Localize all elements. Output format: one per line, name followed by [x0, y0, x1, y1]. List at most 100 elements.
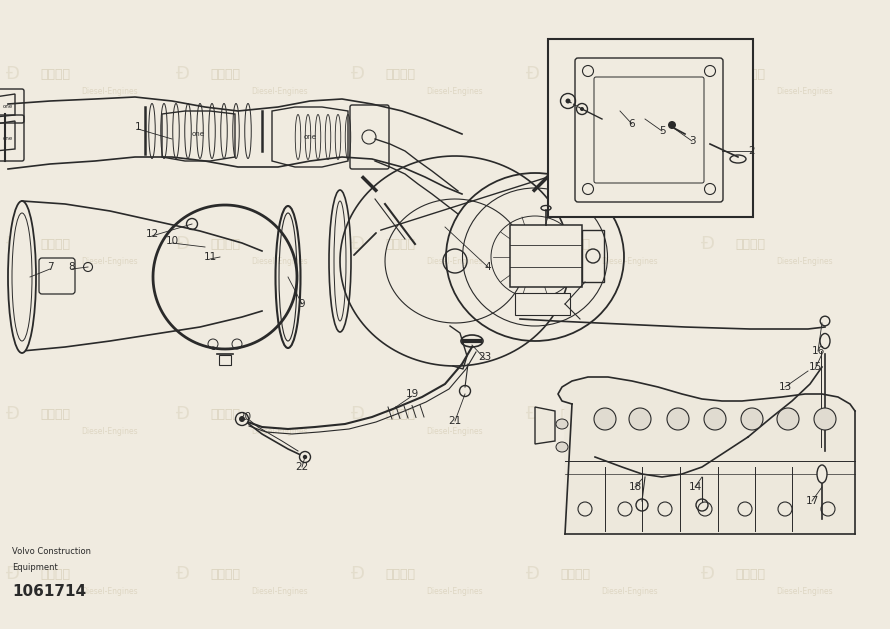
- Text: one: one: [3, 136, 13, 142]
- Text: 紫发动力: 紫发动力: [40, 567, 70, 581]
- FancyBboxPatch shape: [39, 258, 75, 294]
- Text: 紫发动力: 紫发动力: [735, 408, 765, 421]
- Text: Ð: Ð: [6, 565, 20, 583]
- Text: 9: 9: [299, 299, 305, 309]
- Ellipse shape: [820, 333, 830, 348]
- Text: Ð: Ð: [351, 235, 365, 253]
- Text: Ð: Ð: [526, 65, 540, 83]
- Circle shape: [300, 452, 311, 462]
- Text: one: one: [3, 104, 13, 109]
- Text: one: one: [191, 131, 205, 137]
- Text: Ð: Ð: [6, 65, 20, 83]
- Text: 3: 3: [689, 136, 695, 146]
- Ellipse shape: [8, 201, 36, 353]
- Text: Ð: Ð: [701, 565, 715, 583]
- Text: 20: 20: [239, 412, 252, 422]
- Text: 12: 12: [145, 229, 158, 239]
- Text: 23: 23: [479, 352, 491, 362]
- Text: Ð: Ð: [701, 405, 715, 423]
- Text: 紫发动力: 紫发动力: [385, 408, 415, 421]
- Text: 紫发动力: 紫发动力: [735, 238, 765, 250]
- Text: 紫发动力: 紫发动力: [385, 567, 415, 581]
- Text: Ð: Ð: [351, 65, 365, 83]
- Text: 紫发动力: 紫发动力: [560, 67, 590, 81]
- Circle shape: [667, 408, 689, 430]
- Text: Ð: Ð: [526, 405, 540, 423]
- Text: Ð: Ð: [351, 565, 365, 583]
- Text: 紫发动力: 紫发动力: [560, 408, 590, 421]
- Text: Diesel-Engines: Diesel-Engines: [426, 587, 483, 596]
- Bar: [510, 225, 582, 287]
- Circle shape: [580, 107, 584, 111]
- Text: Ð: Ð: [176, 235, 190, 253]
- Text: 17: 17: [805, 496, 819, 506]
- Text: 11: 11: [204, 252, 216, 262]
- Text: Diesel-Engines: Diesel-Engines: [602, 428, 659, 437]
- Text: Ð: Ð: [351, 405, 365, 423]
- Ellipse shape: [556, 442, 568, 452]
- Circle shape: [814, 408, 836, 430]
- Text: Ð: Ð: [526, 235, 540, 253]
- Circle shape: [741, 408, 763, 430]
- Text: Diesel-Engines: Diesel-Engines: [252, 87, 308, 96]
- Text: Diesel-Engines: Diesel-Engines: [82, 428, 138, 437]
- Circle shape: [629, 408, 651, 430]
- Text: Ð: Ð: [526, 565, 540, 583]
- Text: Diesel-Engines: Diesel-Engines: [602, 87, 659, 96]
- Text: 15: 15: [808, 362, 821, 372]
- Circle shape: [668, 121, 676, 129]
- Text: 紫发动力: 紫发动力: [40, 408, 70, 421]
- Polygon shape: [535, 407, 555, 444]
- Text: Diesel-Engines: Diesel-Engines: [252, 587, 308, 596]
- Text: 紫发动力: 紫发动力: [210, 567, 240, 581]
- Text: 2: 2: [748, 146, 756, 156]
- Text: 紫发动力: 紫发动力: [385, 238, 415, 250]
- Text: Diesel-Engines: Diesel-Engines: [426, 257, 483, 267]
- Text: 1061714: 1061714: [12, 584, 86, 599]
- Text: Ð: Ð: [176, 405, 190, 423]
- Text: 7: 7: [46, 262, 53, 272]
- Polygon shape: [558, 377, 855, 534]
- Text: Diesel-Engines: Diesel-Engines: [252, 257, 308, 267]
- Text: 紫发动力: 紫发动力: [210, 408, 240, 421]
- Text: 1: 1: [134, 122, 142, 132]
- Text: 18: 18: [628, 482, 642, 492]
- Text: Diesel-Engines: Diesel-Engines: [777, 257, 833, 267]
- Ellipse shape: [556, 419, 568, 429]
- Bar: [548, 39, 753, 217]
- Circle shape: [594, 408, 616, 430]
- Ellipse shape: [817, 465, 827, 483]
- Text: Ð: Ð: [6, 405, 20, 423]
- Text: Ð: Ð: [701, 65, 715, 83]
- Text: Diesel-Engines: Diesel-Engines: [82, 87, 138, 96]
- Text: 13: 13: [779, 382, 791, 392]
- Circle shape: [239, 416, 245, 422]
- Text: 6: 6: [628, 119, 635, 129]
- Text: 5: 5: [659, 126, 666, 136]
- Text: Volvo Construction: Volvo Construction: [12, 547, 91, 555]
- Text: Diesel-Engines: Diesel-Engines: [602, 587, 659, 596]
- Text: Diesel-Engines: Diesel-Engines: [426, 87, 483, 96]
- Text: Diesel-Engines: Diesel-Engines: [252, 428, 308, 437]
- Text: one: one: [303, 134, 317, 140]
- Text: Diesel-Engines: Diesel-Engines: [82, 587, 138, 596]
- Text: Diesel-Engines: Diesel-Engines: [777, 428, 833, 437]
- Text: 紫发动力: 紫发动力: [210, 238, 240, 250]
- Text: 紫发动力: 紫发动力: [385, 67, 415, 81]
- Text: 紫发动力: 紫发动力: [560, 567, 590, 581]
- Circle shape: [777, 408, 799, 430]
- Text: Diesel-Engines: Diesel-Engines: [426, 428, 483, 437]
- Text: 紫发动力: 紫发动力: [40, 238, 70, 250]
- Text: 19: 19: [405, 389, 418, 399]
- Text: 16: 16: [812, 346, 825, 356]
- Text: Ð: Ð: [176, 565, 190, 583]
- Text: 紫发动力: 紫发动力: [560, 238, 590, 250]
- Text: Diesel-Engines: Diesel-Engines: [602, 257, 659, 267]
- Text: 21: 21: [449, 416, 462, 426]
- Text: Ð: Ð: [6, 235, 20, 253]
- Circle shape: [565, 99, 570, 104]
- Text: 8: 8: [69, 262, 76, 272]
- Text: Diesel-Engines: Diesel-Engines: [777, 587, 833, 596]
- Text: 紫发动力: 紫发动力: [40, 67, 70, 81]
- Text: 紫发动力: 紫发动力: [210, 67, 240, 81]
